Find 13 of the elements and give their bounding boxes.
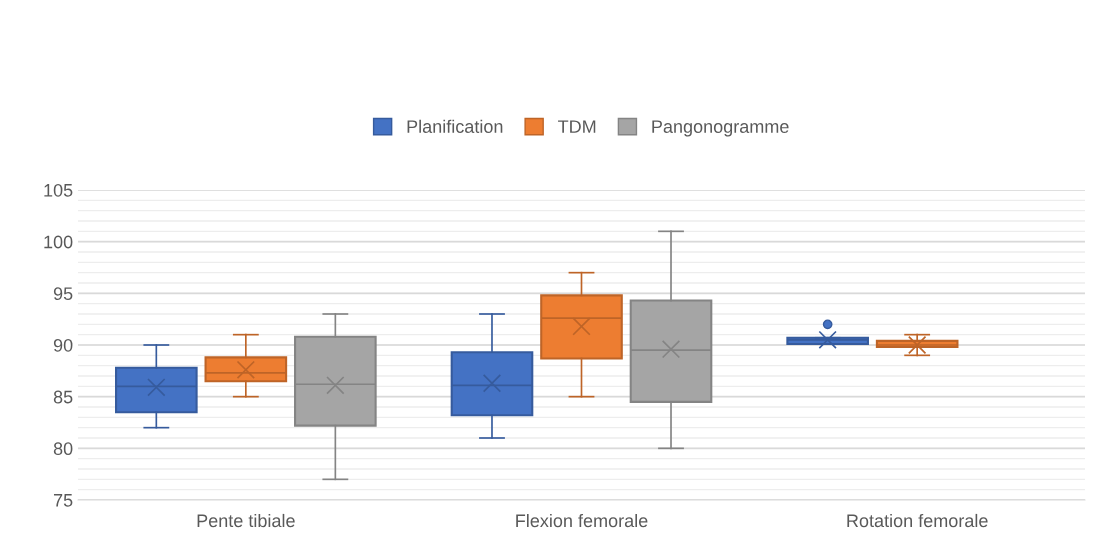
y-tick-label: 100: [44, 235, 73, 249]
legend-label: Planification: [407, 119, 503, 133]
y-tick-label: 90: [53, 338, 73, 352]
x-tick-label: Rotation femorale: [847, 513, 988, 528]
legend-label: TDM: [558, 120, 596, 133]
y-tick-label: 85: [53, 390, 73, 404]
legend-label: Pangonogramme: [652, 120, 789, 137]
x-tick-label: Flexion femorale: [516, 513, 648, 528]
x-tick-label: Pente tibiale: [197, 513, 295, 528]
y-tick-label: 75: [53, 494, 73, 507]
y-tick-label: 95: [53, 287, 73, 301]
y-tick-label: 105: [44, 183, 73, 197]
y-tick-label: 80: [53, 442, 73, 456]
